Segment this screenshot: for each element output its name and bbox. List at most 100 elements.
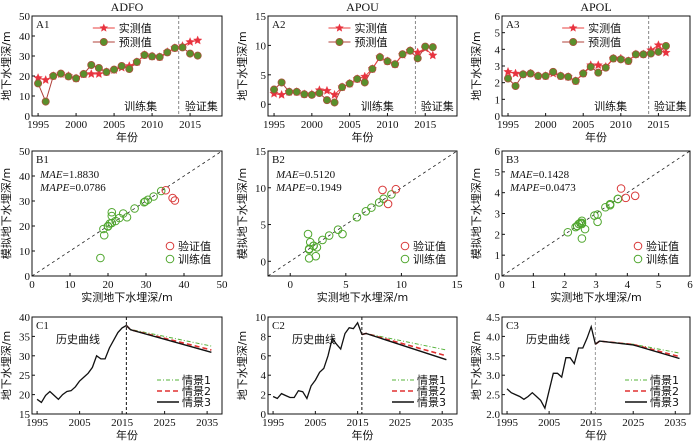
predicted-point xyxy=(140,51,149,60)
y-tick-label: 4 xyxy=(495,188,501,200)
x-tick-label: 2015 xyxy=(647,119,670,131)
y-tick-label: 3 xyxy=(495,209,501,221)
metric-name: MAPE xyxy=(275,182,306,194)
x-tick-label: 1995 xyxy=(27,119,50,131)
predicted-point xyxy=(661,42,670,51)
legend-observed-label: 实测值 xyxy=(354,21,387,35)
observed-point xyxy=(276,89,287,99)
legend-observed-marker xyxy=(335,23,344,32)
panel-label: B2 xyxy=(272,154,285,166)
metric-annotation: MAPE=0.1949 xyxy=(275,182,342,194)
training-point xyxy=(572,221,582,231)
x-tick-label: 10 xyxy=(396,279,408,291)
y-tick-label: 20 xyxy=(19,71,31,83)
predicted-point xyxy=(406,46,415,55)
x-tick-label: 2005 xyxy=(339,119,362,131)
y-tick-label: 10 xyxy=(255,183,267,195)
identity-line xyxy=(31,150,223,277)
y-tick-label: 2 xyxy=(495,229,501,241)
plot-frame xyxy=(267,316,458,415)
history-label: 历史曲线 xyxy=(56,332,100,346)
x-tick-label: 0 xyxy=(29,279,35,291)
legend-label: 情景2 xyxy=(417,385,446,398)
x-tick-label: 2005 xyxy=(572,119,595,131)
predicted-point xyxy=(586,62,595,71)
y-axis-label: 模拟地下水埋深/m xyxy=(0,168,13,259)
validation-point xyxy=(168,193,177,203)
y-tick-label: 50 xyxy=(19,11,31,23)
y-tick-label: 0 xyxy=(25,111,31,123)
y-tick-label: 30 xyxy=(19,196,31,208)
y-axis-label: 地下水埋深/m xyxy=(236,331,249,400)
predicted-point xyxy=(345,79,354,88)
legend-label: 情景3 xyxy=(650,396,679,409)
validation-point xyxy=(383,199,393,209)
predicted-point xyxy=(564,72,573,81)
legend-label: 训练值 xyxy=(178,252,211,266)
legend-marker xyxy=(165,254,175,264)
predicted-point xyxy=(285,87,294,96)
x-axis-label: 年份 xyxy=(116,428,138,442)
observed-point xyxy=(593,60,603,70)
predicted-point xyxy=(398,50,407,59)
plot-frame xyxy=(267,150,458,277)
y-tick-label: 5 xyxy=(495,167,501,179)
predicted-point xyxy=(616,55,625,64)
x-tick-label: 2025 xyxy=(622,417,645,429)
predicted-point xyxy=(72,74,81,83)
x-tick-label: 1 xyxy=(531,279,537,291)
predicted-point xyxy=(155,53,164,62)
x-axis-label: 年份 xyxy=(352,428,374,442)
x-tick-label: 2035 xyxy=(196,417,219,429)
predicted-point xyxy=(360,78,369,87)
y-axis-label: 模拟地下水埋深/m xyxy=(469,168,483,259)
legend-predicted-marker xyxy=(569,38,578,47)
identity-line xyxy=(267,150,458,277)
training-point xyxy=(338,229,347,239)
x-tick-label: 2000 xyxy=(65,119,88,131)
scenario-line xyxy=(126,325,212,347)
predicted-point xyxy=(87,61,96,70)
x-tick-label: 5 xyxy=(656,279,662,291)
legend-label: 验证值 xyxy=(646,239,679,253)
training-point xyxy=(593,217,602,227)
predicted-point xyxy=(270,85,279,94)
predicted-point xyxy=(193,51,202,60)
chart-title: APOU xyxy=(346,0,379,14)
training-point xyxy=(577,219,587,229)
metric-name: MAPE xyxy=(39,182,70,194)
training-point xyxy=(379,194,388,204)
predicted-point xyxy=(534,72,543,81)
y-tick-label: 1 xyxy=(495,94,501,106)
predicted-point xyxy=(338,83,347,92)
predicted-point xyxy=(64,72,73,81)
predicted-point xyxy=(413,54,422,63)
x-tick-label: 0 xyxy=(287,279,293,291)
validation-point xyxy=(161,185,171,195)
predicted-point xyxy=(300,90,309,99)
x-tick-label: 2010 xyxy=(141,119,164,131)
x-tick-label: 6 xyxy=(687,279,693,291)
predicted-point xyxy=(125,65,134,74)
legend-marker xyxy=(400,241,410,251)
training-point xyxy=(318,235,327,245)
predicted-point xyxy=(102,68,111,77)
training-point xyxy=(324,231,334,240)
plot-frame xyxy=(31,15,223,117)
metric-value: =1.8830 xyxy=(63,169,100,181)
x-tick-label: 2035 xyxy=(664,417,687,429)
training-point xyxy=(605,200,615,210)
observed-point xyxy=(653,40,664,50)
y-tick-label: 3 xyxy=(495,61,501,73)
chart-title: ADFO xyxy=(111,0,144,14)
panel-label: C1 xyxy=(36,320,49,332)
predicted-point xyxy=(526,69,535,78)
plot-frame xyxy=(31,150,223,277)
panel-label: B3 xyxy=(506,154,519,166)
legend-predicted-label: 预测值 xyxy=(588,36,621,49)
x-tick-label: 1995 xyxy=(496,417,519,429)
y-tick-label: 2 xyxy=(495,78,501,90)
